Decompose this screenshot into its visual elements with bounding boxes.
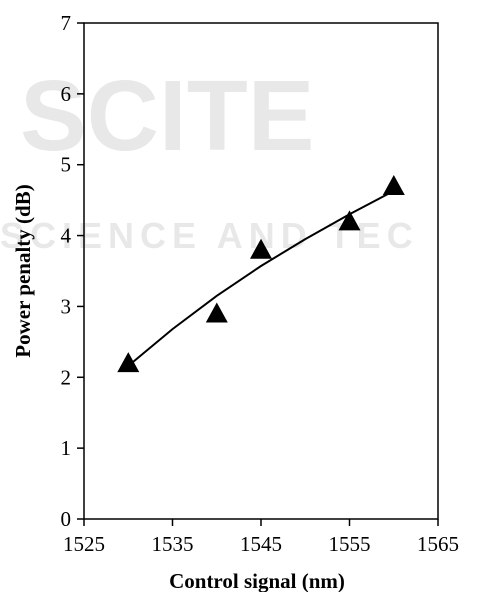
x-tick-label: 1565	[417, 532, 459, 556]
x-tick-label: 1545	[240, 532, 282, 556]
y-axis-title: Power penalty (dB)	[11, 184, 35, 357]
y-axis-ticks	[77, 22, 84, 520]
data-markers	[117, 175, 405, 373]
y-tick-label: 2	[61, 365, 72, 389]
data-point	[382, 175, 405, 195]
y-tick-label: 4	[61, 224, 72, 248]
x-axis-ticks	[83, 519, 439, 526]
y-tick-label: 1	[61, 436, 72, 460]
y-tick-label: 7	[61, 11, 72, 35]
x-tick-label: 1525	[63, 532, 105, 556]
y-tick-label: 3	[61, 294, 72, 318]
x-axis-title: Control signal (nm)	[169, 569, 345, 592]
data-point	[250, 238, 272, 259]
y-axis-tick-labels: 0 1 2 3 4 5 6 7	[61, 11, 72, 531]
data-point	[338, 210, 361, 231]
data-point	[205, 302, 228, 323]
data-point	[117, 352, 140, 373]
watermark-main-text: SCITE	[20, 60, 314, 172]
y-tick-label: 0	[61, 507, 72, 531]
y-tick-label: 5	[61, 153, 72, 177]
y-tick-label: 6	[61, 82, 72, 106]
x-axis-tick-labels: 1525 1535 1545 1555 1565	[63, 532, 459, 556]
x-tick-label: 1535	[152, 532, 194, 556]
x-tick-label: 1555	[329, 532, 371, 556]
